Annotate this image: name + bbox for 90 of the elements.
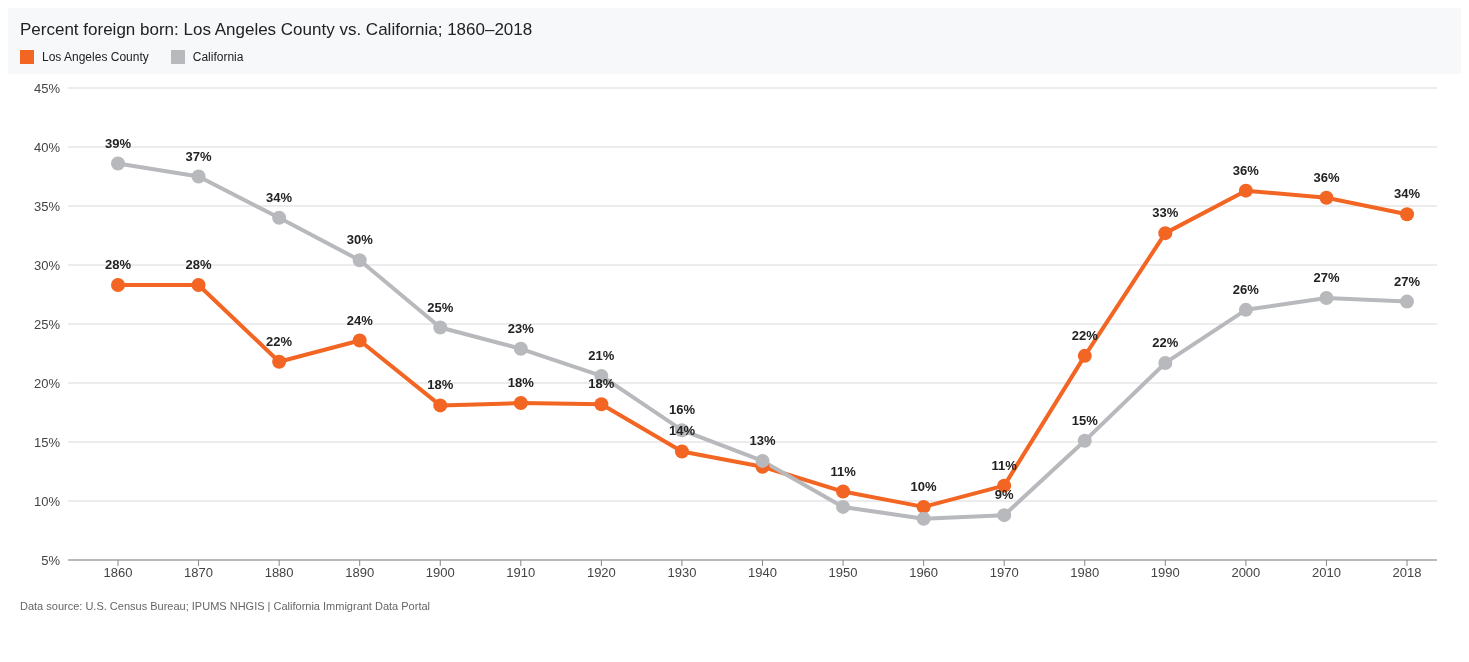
data-label: 33% [1152,205,1179,221]
point [111,278,125,293]
x-tick-label: 1910 [506,565,536,581]
point [836,499,851,514]
data-label: 28% [104,257,132,273]
y-tick-label: 35% [33,198,61,214]
x-tick-label: 1940 [748,565,777,581]
data-label: 15% [1071,412,1099,428]
point [352,333,367,348]
x-tick-label: 1860 [103,565,133,581]
x-tick-label: 2018 [1392,565,1422,581]
point [1400,294,1414,309]
legend-label: California [192,50,244,64]
x-tick-label: 1890 [345,565,375,581]
chart-title: Percent foreign born: Los Angeles County vs. California; 1860–2018 [20,20,534,40]
data-label: 30% [346,232,374,248]
x-tick-label: 1880 [264,565,294,581]
data-label: 28% [185,257,213,273]
point [352,253,367,268]
point [1319,190,1334,205]
point [836,484,851,499]
data-label: 27% [1313,270,1340,286]
data-label: 22% [1071,327,1099,343]
point [916,499,931,514]
point [111,156,125,171]
point [755,453,770,468]
point [433,320,448,335]
data-label: 18% [427,377,454,393]
data-label: 34% [1393,186,1421,202]
data-label: 10% [910,478,938,494]
y-tick-label: 10% [33,493,61,509]
data-label: 9% [994,487,1015,503]
x-tick-label: 1960 [909,565,939,581]
x-tick-label: 1970 [989,565,1019,581]
y-tick-label: 5% [41,552,61,568]
data-label: 36% [1232,162,1260,178]
data-label: 27% [1393,273,1421,289]
point [1077,433,1092,448]
point [1400,207,1414,222]
point [191,169,206,184]
x-tick-label: 1950 [828,565,858,581]
y-tick-label: 40% [33,139,61,155]
x-tick-label: 2010 [1311,565,1341,581]
point [513,341,528,356]
point [272,354,287,369]
data-label: 13% [749,432,776,448]
data-label: 22% [266,333,293,349]
data-label: 26% [1232,281,1260,297]
point [1238,183,1253,198]
point [916,511,931,526]
point [513,396,528,411]
data-label: 39% [104,135,132,151]
y-tick-label: 25% [33,316,61,332]
point [191,278,206,293]
x-tick-label: 2000 [1231,565,1261,581]
y-tick-label: 30% [33,257,61,273]
point [594,397,609,412]
data-label: 18% [588,376,615,392]
point [1238,302,1253,317]
y-tick-label: 20% [33,375,61,391]
point [272,210,287,225]
point [433,398,448,413]
data-label: 14% [668,423,696,439]
x-tick-label: 1870 [184,565,214,581]
data-label: 21% [588,347,615,363]
x-tick-label: 1920 [586,565,616,581]
point [674,444,689,459]
point [997,508,1012,523]
x-tick-label: 1900 [425,565,455,581]
data-label: 36% [1313,169,1340,185]
y-tick-label: 15% [33,434,61,450]
x-tick-label: 1930 [667,565,697,581]
data-label: 11% [830,463,857,479]
point [1077,348,1092,363]
point [1319,291,1334,306]
y-tick-label: 45% [33,80,61,96]
legend-label: Los Angeles County [42,50,149,64]
data-label: 25% [427,299,454,315]
data-label: 16% [668,402,696,418]
data-label: 37% [185,148,213,164]
data-label: 18% [507,375,535,391]
x-tick-label: 1980 [1070,565,1100,581]
source-note: Data source: U.S. Census Bureau; IPUMS NHGIS | California Immigrant Data Portal [19,599,431,614]
data-label: 24% [346,312,374,328]
data-label: 34% [266,189,293,205]
point [1158,355,1173,370]
data-label: 23% [507,320,535,336]
x-tick-label: 1990 [1150,565,1180,581]
point [1158,226,1173,241]
data-label: 22% [1152,334,1179,350]
